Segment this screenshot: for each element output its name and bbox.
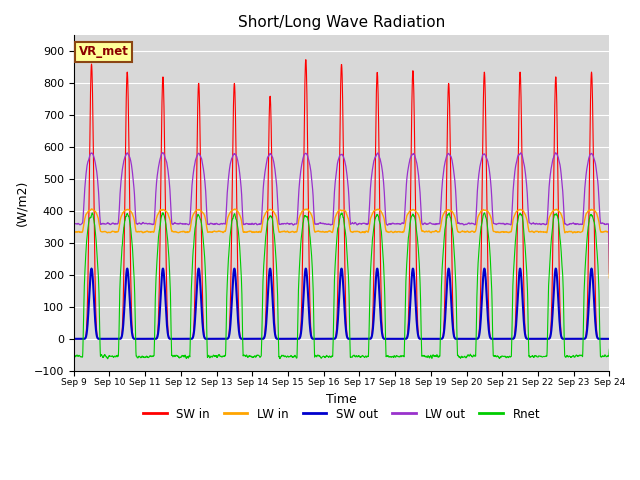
LW in: [573, 229, 581, 235]
LW out: [70, 270, 77, 276]
SW out: [220, 336, 227, 342]
LW in: [357, 230, 365, 236]
LW in: [369, 210, 376, 216]
LW in: [70, 275, 77, 280]
LW out: [605, 270, 613, 276]
LW out: [573, 221, 581, 227]
LW in: [605, 275, 613, 281]
Text: VR_met: VR_met: [79, 46, 129, 59]
SW out: [558, 336, 566, 341]
LW out: [159, 150, 166, 156]
SW out: [88, 265, 95, 271]
SW out: [573, 336, 581, 342]
SW in: [369, 317, 376, 323]
Line: SW out: SW out: [74, 268, 609, 339]
SW in: [357, 336, 365, 342]
Rnet: [159, 210, 167, 216]
SW out: [357, 336, 365, 342]
Title: Short/Long Wave Radiation: Short/Long Wave Radiation: [238, 15, 445, 30]
SW in: [497, 336, 505, 342]
Rnet: [573, 353, 581, 359]
LW out: [357, 221, 365, 227]
SW out: [70, 336, 77, 342]
Rnet: [70, 347, 77, 352]
Y-axis label: (W/m2): (W/m2): [15, 180, 28, 226]
SW in: [573, 336, 581, 342]
LW out: [558, 182, 566, 188]
Rnet: [220, 353, 227, 359]
Rnet: [559, 269, 566, 275]
SW in: [558, 336, 566, 341]
Rnet: [357, 354, 365, 360]
Rnet: [104, 356, 111, 361]
LW in: [497, 229, 505, 235]
Rnet: [369, 233, 377, 239]
SW out: [497, 336, 505, 342]
LW out: [497, 221, 505, 227]
SW in: [70, 336, 77, 342]
SW in: [219, 336, 227, 342]
LW in: [220, 229, 227, 235]
SW in: [302, 57, 310, 62]
Line: Rnet: Rnet: [74, 213, 609, 359]
Rnet: [497, 354, 505, 360]
LW out: [220, 221, 227, 227]
Legend: SW in, LW in, SW out, LW out, Rnet: SW in, LW in, SW out, LW out, Rnet: [138, 403, 545, 425]
SW in: [605, 336, 613, 342]
SW out: [605, 336, 613, 342]
X-axis label: Time: Time: [326, 393, 357, 406]
Line: LW out: LW out: [74, 153, 609, 273]
Line: SW in: SW in: [74, 60, 609, 339]
SW out: [369, 328, 376, 334]
Line: LW in: LW in: [74, 209, 609, 278]
LW out: [369, 165, 376, 171]
LW in: [88, 206, 95, 212]
Rnet: [605, 347, 613, 352]
LW in: [558, 215, 566, 220]
